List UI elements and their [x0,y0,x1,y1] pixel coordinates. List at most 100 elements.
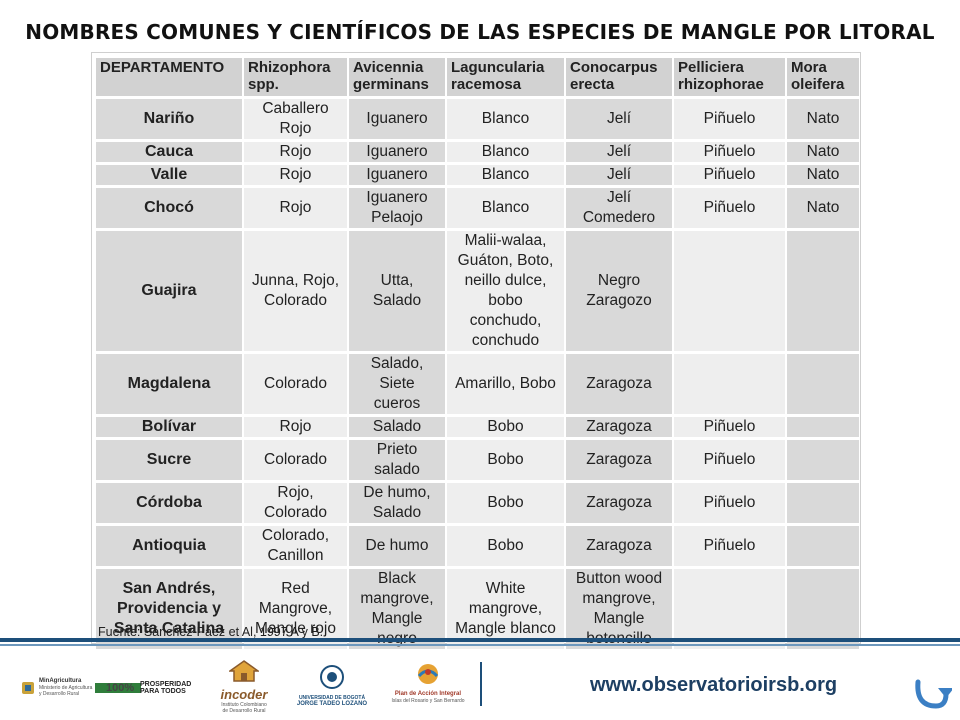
common-name-line: Salado [372,418,422,435]
common-name-line: Bobo [487,494,524,511]
common-name-cell: Iguanero Pelaojo [349,188,445,228]
prosperidad-logo: PROSPERIDAD PARA TODOS [140,681,191,695]
department-name: Nariño [143,110,195,127]
column-header-line: erecta [570,76,615,93]
common-name-line: Mangle [371,610,423,627]
column-header: Rhizophora spp. [244,58,347,96]
common-name-line: Piñuelo [703,166,756,183]
table-row: Valle Rojo Iguanero Blanco Jelí Piñuelo Nato [96,165,859,185]
common-name-cell: De humo [349,526,445,566]
common-name-cell [787,417,859,437]
common-name-line: White [485,580,526,597]
common-name-cell: Jelí [566,99,672,139]
common-name-cell: Zaragoza [566,526,672,566]
ujtl-seal-icon [320,665,344,689]
department-cell: Córdoba [96,483,242,523]
common-name-line: Mangle rojo [255,620,336,637]
column-header: DEPARTAMENTO [96,58,242,96]
common-name-cell: Bobo [447,526,564,566]
column-header-line: Avicennia [353,59,424,76]
common-name-line: Piñuelo [703,494,756,511]
common-name-cell [674,231,785,351]
common-name-cell: Piñuelo [674,526,785,566]
common-name-line: Salado [372,292,422,309]
common-name-cell: Zaragoza [566,354,672,414]
common-name-line: Colorado [264,504,327,521]
common-name-cell: White mangrove, Mangle blanco [447,569,564,649]
common-name-cell [787,569,859,649]
common-name-cell: Nato [787,99,859,139]
return-arrow-icon[interactable] [910,672,952,714]
common-name-line: Zaragoza [586,375,652,392]
common-name-line: Nato [806,166,840,183]
common-name-cell: Iguanero [349,142,445,162]
common-name-cell: Piñuelo [674,440,785,480]
common-name-cell: Colorado [244,440,347,480]
common-name-cell [787,440,859,480]
common-name-cell [787,483,859,523]
common-name-line: De humo, [363,484,431,501]
common-name-line: Caballero [262,100,329,117]
column-header-line: Conocarpus [570,59,658,76]
department-name: Santa Catalina [113,620,225,637]
coat-of-arms-icon [22,681,34,694]
common-name-line: Colorado [264,292,327,309]
common-name-cell: Piñuelo [674,188,785,228]
minagri-name: MinAgricultura [39,678,82,684]
department-cell: Sucre [96,440,242,480]
department-cell: Bolívar [96,417,242,437]
department-name: Chocó [144,199,194,216]
common-name-cell: Rojo [244,142,347,162]
plan-accion-logo: Plan de Acción Integral Islas del Rosari… [388,662,468,704]
species-table-container: DEPARTAMENTO Rhizophora spp. Avicennia germi… [91,52,861,649]
website-url[interactable]: www.observatorioirsb.org [590,674,838,696]
common-name-cell: Rojo [244,165,347,185]
common-name-cell: Salado, Siete cueros [349,354,445,414]
common-name-cell: Prieto salado [349,440,445,480]
common-name-line: De humo [365,537,429,554]
common-name-line: Amarillo, Bobo [455,375,556,392]
common-name-line: Blanco [481,110,530,127]
common-name-cell: Red Mangrove, Mangle rojo [244,569,347,649]
common-name-line: Jelí [606,110,632,127]
common-name-cell: Junna, Rojo, Colorado [244,231,347,351]
column-header-line: Rhizophora [248,59,331,76]
common-name-line: Piñuelo [703,110,756,127]
common-name-cell [674,354,785,414]
common-name-line: Rojo, [277,484,314,501]
common-name-cell: Nato [787,165,859,185]
common-name-line: Black [378,570,416,587]
incoder-sub1: Instituto Colombiano [221,702,267,708]
common-name-line: Salado, [370,355,424,372]
table-row: Sucre Colorado Prieto salado Bobo Zaragoza Piñ… [96,440,859,480]
common-name-line: Iguanero [366,110,428,127]
table-row: Magdalena Colorado Salado, Siete cueros Amari… [96,354,859,414]
department-name: Guajira [141,282,197,299]
common-name-line: conchudo, [469,312,542,329]
common-name-cell [787,526,859,566]
common-name-line: Guáton, Boto, [457,252,554,269]
common-name-line: Rojo [279,418,312,435]
common-name-line: Comedero [582,209,656,226]
common-name-line: Zaragoza [586,537,652,554]
common-name-cell: Blanco [447,165,564,185]
common-name-cell: Salado [349,417,445,437]
common-name-line: Malii-walaa, [464,232,547,249]
common-name-cell: Nato [787,142,859,162]
column-header: Mora oleifera [787,58,859,96]
common-name-cell: Colorado [244,354,347,414]
common-name-line: Nato [806,199,840,216]
table-row: Bolívar Rojo Salado Bobo Zaragoza Piñuelo [96,417,859,437]
common-name-cell [787,354,859,414]
table-row: Guajira Junna, Rojo, Colorado Utta, Salado Ma… [96,231,859,351]
common-name-cell: Blanco [447,188,564,228]
department-name: Sucre [146,451,192,468]
common-name-line: Colorado, [261,527,330,544]
prosperidad-line1: PROSPERIDAD [140,681,192,688]
common-name-cell: Malii-walaa, Guáton, Boto, neillo dulce, bo… [447,231,564,351]
department-name: Córdoba [136,494,202,511]
common-name-cell: Bobo [447,417,564,437]
department-name: Cauca [144,143,194,160]
common-name-line: Rojo [279,199,312,216]
ujtl-line1: UNIVERSIDAD DE BOGOTÁ [298,695,366,701]
